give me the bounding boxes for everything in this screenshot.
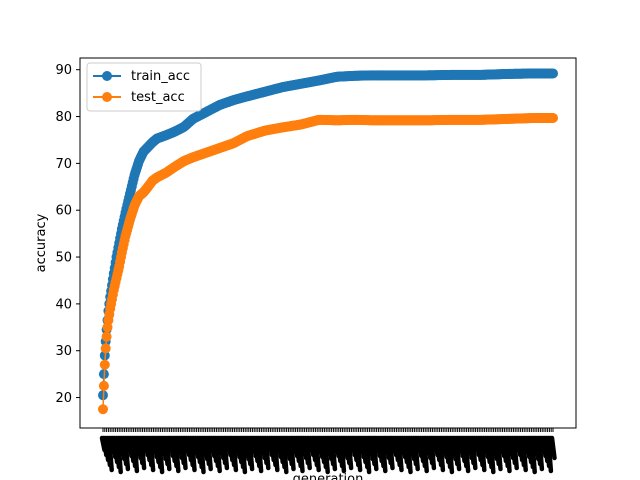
y-tick-label: 20 (55, 391, 72, 406)
x-tick-label-glyph (263, 435, 271, 471)
x-tick-label-glyph (504, 435, 512, 474)
y-tick-label: 40 (55, 297, 72, 312)
data-point-test_acc (98, 404, 108, 415)
y-tick-label: 50 (55, 251, 72, 266)
x-tick-label-glyph (123, 435, 131, 472)
x-tick-label-glyph (371, 435, 379, 472)
x-tick-label-glyph (463, 435, 471, 474)
data-point-test_acc (101, 331, 112, 342)
y-tick-layer: 20 30 40 50 60 70 80 90 (55, 63, 80, 406)
x-tick-label-glyph (313, 435, 321, 473)
x-tick-label-glyph (537, 435, 545, 472)
x-tick-label-glyph (272, 435, 280, 473)
x-tick-label-glyph (132, 435, 140, 474)
x-tick-label-glyph (549, 435, 557, 461)
x-tick-label-glyph (139, 435, 147, 471)
data-point-test_acc (98, 380, 109, 391)
data-point-train_acc (548, 68, 558, 79)
x-tick-label-glyph (214, 435, 222, 474)
plot-frame (79, 57, 577, 429)
x-tick-label-glyph (106, 435, 114, 473)
x-tick-label-glyph (205, 435, 213, 472)
x-tick-label-glyph (346, 435, 354, 471)
x-tick-label-glyph (148, 435, 156, 473)
data-point-test_acc (99, 359, 110, 370)
x-tick-label-glyph (222, 435, 230, 471)
x-tick-label-glyph (412, 435, 420, 472)
y-tick-label: 30 (55, 344, 72, 359)
x-tick-label-glyph (247, 435, 255, 472)
data-point-test_acc (548, 112, 558, 123)
x-tick-label-glyph (479, 435, 487, 473)
x-tick-label-glyph (304, 435, 312, 471)
y-tick-label: 80 (55, 110, 72, 125)
x-tick-label-glyph (546, 435, 554, 474)
x-tick-label-glyph (189, 435, 197, 473)
series-test_acc (98, 112, 558, 415)
series-layer (98, 68, 558, 415)
y-axis-label: accuracy (34, 213, 49, 272)
x-tick-label-glyph (256, 435, 264, 474)
legend-train-marker (102, 71, 112, 81)
x-tick-label-glyph (429, 435, 437, 471)
x-tick-label-glyph (380, 435, 388, 474)
x-tick-label-glyph (288, 435, 296, 472)
x-tick-label-glyph (495, 435, 503, 472)
legend: train_acc test_acc (86, 62, 202, 112)
x-tick-label-glyph (511, 435, 519, 471)
x-tick-label-glyph (339, 435, 347, 474)
y-tick-label: 70 (55, 157, 72, 172)
y-tick-label: 90 (55, 63, 72, 78)
x-tick-label-glyph (438, 435, 446, 473)
data-point-test_acc (100, 343, 111, 354)
x-tick-label-glyph (396, 435, 404, 473)
legend-test-label: test_acc (131, 90, 185, 105)
x-tick-layer (99, 428, 557, 475)
x-tick-label-glyph (470, 435, 478, 471)
x-tick-label-glyph (231, 435, 239, 473)
x-tick-label-glyph (164, 435, 172, 472)
x-tick-label-glyph (173, 435, 181, 474)
x-tick-label-glyph (355, 435, 363, 473)
legend-train-label: train_acc (131, 69, 190, 84)
series-train_acc (98, 68, 558, 401)
x-tick-label-glyph (180, 435, 188, 471)
x-tick-label-glyph (297, 435, 305, 474)
y-tick-label: 60 (55, 204, 72, 219)
legend-test-marker (102, 92, 112, 102)
x-tick-label-glyph (421, 435, 429, 474)
x-tick-label-glyph (454, 435, 462, 472)
x-tick-label-glyph (330, 435, 338, 472)
x-tick-label-glyph (387, 435, 395, 471)
x-tick-label-glyph (520, 435, 528, 473)
x-axis-label: generation (293, 472, 364, 480)
